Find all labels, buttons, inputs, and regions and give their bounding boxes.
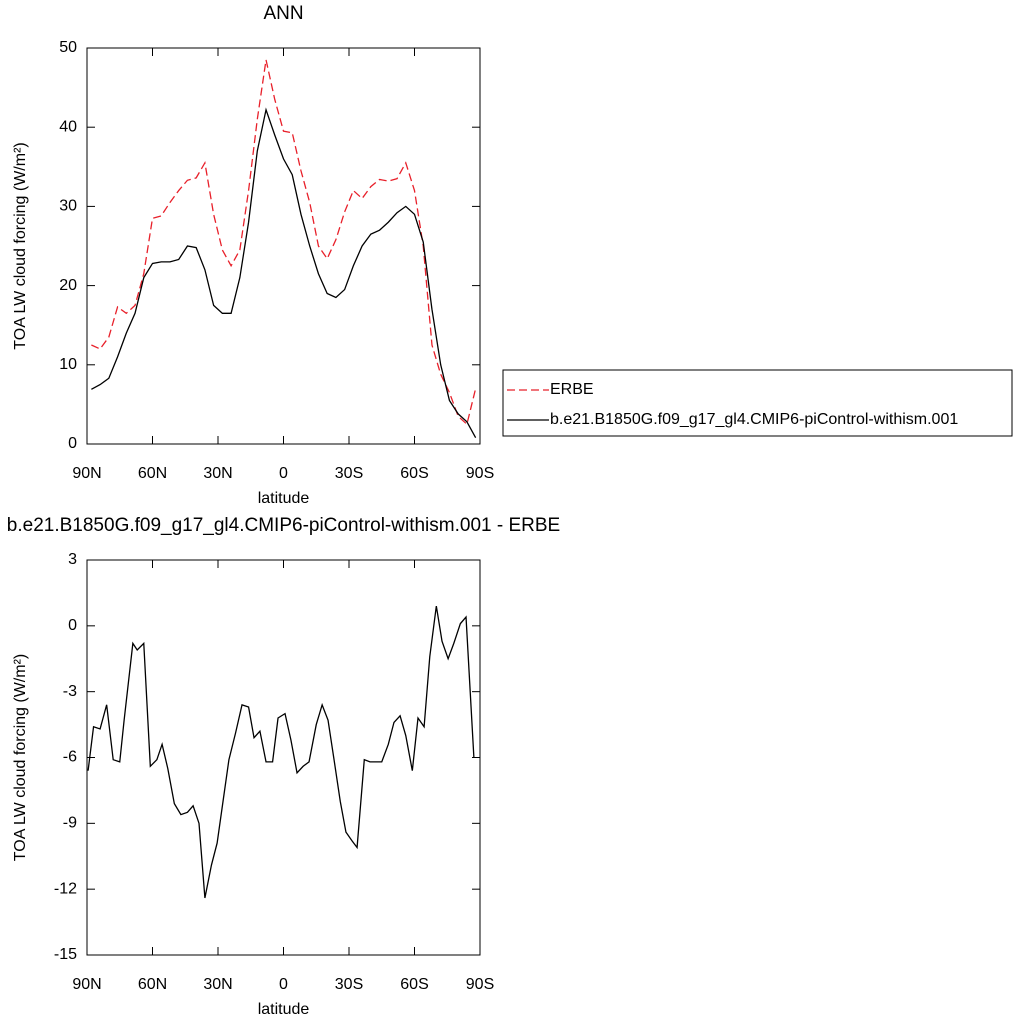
y-tick-label: 0	[68, 617, 77, 634]
legend-label: ERBE	[550, 381, 594, 398]
x-tick-label: 30S	[335, 976, 363, 993]
y-tick-label: -6	[63, 749, 77, 766]
chart-title: ANN	[263, 3, 303, 24]
y-tick-label: -12	[54, 880, 77, 897]
x-tick-label: 90N	[72, 465, 101, 482]
x-tick-label: 60N	[138, 465, 167, 482]
plot-frame	[86, 47, 481, 445]
y-axis-label: TOA LW cloud forcing (W/m²)	[12, 654, 29, 861]
legend-label: b.e21.B1850G.f09_g17_gl4.CMIP6-piControl…	[550, 411, 958, 428]
data-line	[91, 107, 477, 438]
y-tick-label: 40	[59, 118, 77, 135]
y-tick-label: -9	[63, 815, 77, 832]
x-tick-label: 90N	[72, 976, 101, 993]
x-tick-label: 60N	[138, 976, 167, 993]
y-tick-label: -3	[63, 683, 77, 700]
x-axis-label: latitude	[258, 490, 310, 507]
y-tick-label: 10	[59, 356, 77, 373]
plot-frame	[86, 559, 481, 956]
x-tick-label: 30N	[203, 465, 232, 482]
chart-title: b.e21.B1850G.f09_g17_gl4.CMIP6-piControl…	[7, 515, 560, 536]
x-tick-label: 60S	[400, 976, 428, 993]
x-tick-label: 60S	[400, 465, 428, 482]
x-tick-label: 90S	[466, 976, 494, 993]
x-tick-label: 30N	[203, 976, 232, 993]
x-tick-label: 90S	[466, 465, 494, 482]
x-axis-label: latitude	[258, 1001, 310, 1018]
y-tick-label: 50	[59, 39, 77, 56]
data-line	[87, 605, 475, 899]
x-tick-label: 30S	[335, 465, 363, 482]
legend-box	[502, 369, 1013, 437]
y-tick-label: 20	[59, 277, 77, 294]
y-tick-label: 30	[59, 198, 77, 215]
x-tick-label: 0	[279, 976, 288, 993]
y-tick-label: 3	[68, 551, 77, 568]
y-tick-label: -15	[54, 946, 77, 963]
y-axis-label: TOA LW cloud forcing (W/m²)	[12, 142, 29, 349]
data-line	[91, 59, 477, 426]
x-tick-label: 0	[279, 465, 288, 482]
y-tick-label: 0	[68, 435, 77, 452]
